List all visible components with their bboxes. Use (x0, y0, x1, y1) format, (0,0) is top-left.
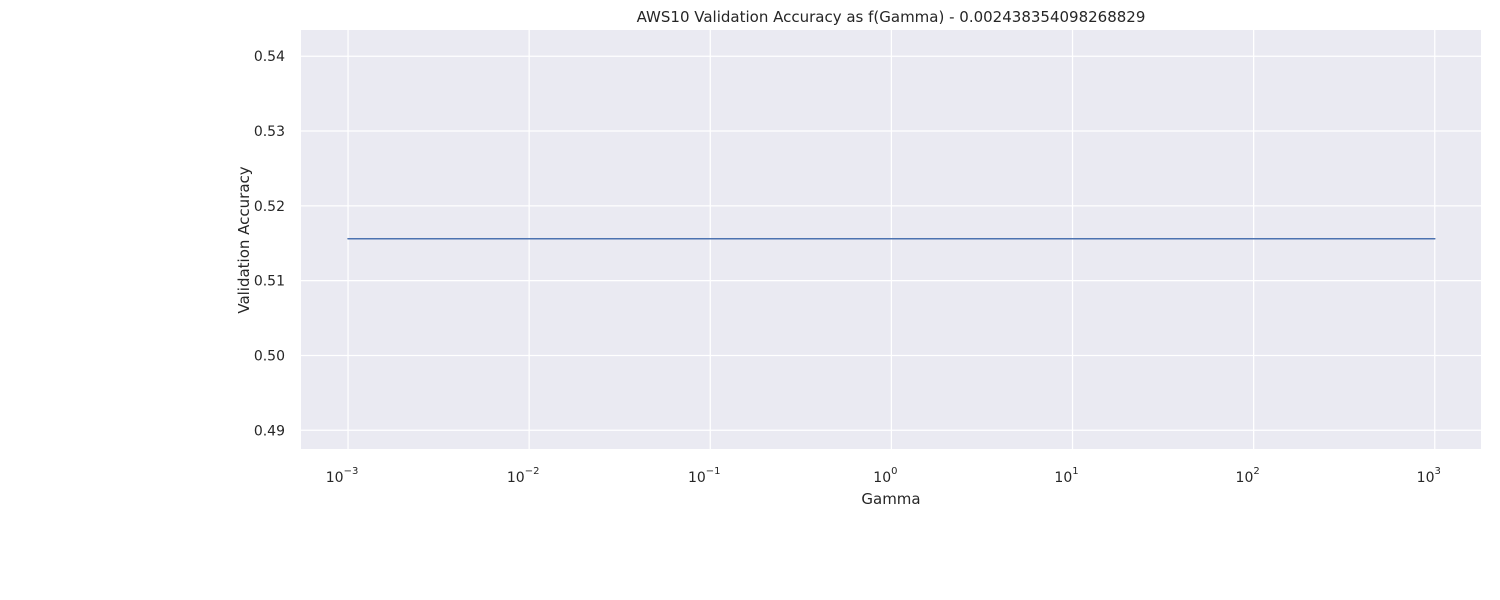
x-tick-labels: 10−3 10−2 10−1 100 101 102 103 (326, 466, 1441, 486)
x-tick-label: 10−3 (326, 466, 359, 486)
x-tick-label: 10−2 (507, 466, 540, 486)
x-tick-label: 103 (1417, 466, 1441, 486)
y-tick-labels: 0.49 0.50 0.51 0.52 0.53 0.54 (254, 49, 285, 439)
y-axis-label: Validation Accuracy (235, 166, 253, 313)
y-tick-label: 0.54 (254, 49, 285, 65)
chart-title: AWS10 Validation Accuracy as f(Gamma) - … (637, 8, 1146, 26)
y-tick-label: 0.49 (254, 423, 285, 439)
y-tick-label: 0.52 (254, 199, 285, 215)
x-axis-label: Gamma (861, 490, 920, 508)
x-tick-label: 101 (1054, 466, 1078, 486)
y-tick-label: 0.50 (254, 348, 285, 364)
x-tick-label: 100 (873, 466, 897, 486)
y-tick-label: 0.51 (254, 274, 285, 290)
y-tick-label: 0.53 (254, 124, 285, 140)
x-tick-label: 102 (1236, 466, 1260, 486)
x-tick-label: 10−1 (688, 466, 721, 486)
